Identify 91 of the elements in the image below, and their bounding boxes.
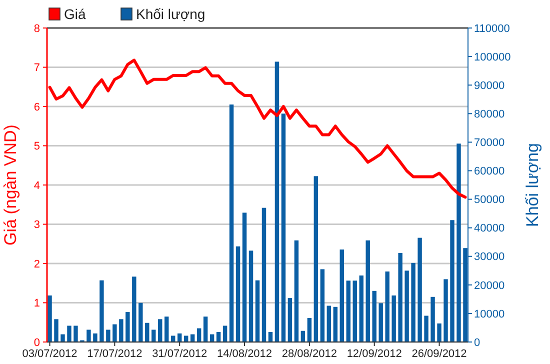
bar	[424, 316, 428, 342]
bar	[203, 316, 208, 342]
bar	[320, 269, 325, 342]
y2-axis-title: Khối lượng	[523, 143, 542, 227]
bar	[170, 336, 176, 342]
bar	[430, 296, 435, 342]
y2-tick-label: 0	[474, 336, 480, 349]
bar	[112, 324, 117, 342]
bar	[248, 250, 254, 342]
bar	[404, 270, 409, 342]
bar	[314, 176, 318, 342]
bar	[60, 334, 65, 342]
bar	[67, 326, 72, 342]
bar	[242, 212, 247, 342]
y2-tick-label: 20000	[474, 280, 505, 292]
y-axis-title: Giá (ngàn VND)	[1, 124, 20, 246]
bar	[366, 240, 370, 342]
bar	[450, 220, 454, 342]
x-tick-label: 12/09/2012	[346, 348, 402, 360]
bar	[307, 318, 312, 342]
bar	[132, 276, 136, 342]
bar	[340, 250, 344, 342]
bar	[222, 326, 228, 342]
y-tick-label: 1	[34, 298, 40, 310]
y2-tick-label: 40000	[474, 222, 505, 235]
bar	[418, 238, 422, 342]
bar	[262, 208, 266, 342]
bar	[100, 280, 104, 342]
bar	[106, 330, 110, 342]
y2-tick-label: 100000	[474, 51, 511, 64]
bar	[184, 336, 188, 342]
y-tick-label: 7	[34, 62, 40, 74]
bar	[456, 144, 461, 342]
bar	[158, 319, 162, 342]
bar	[126, 312, 130, 342]
bar	[281, 114, 286, 342]
bar	[326, 306, 332, 342]
x-tick-label: 03/07/2012	[22, 348, 78, 360]
bar	[255, 280, 260, 342]
bar	[444, 279, 448, 342]
bar	[48, 295, 52, 342]
y2-tick-label: 80000	[474, 108, 505, 120]
y-tick-label: 0	[34, 336, 40, 349]
bar	[392, 295, 396, 342]
bar	[74, 326, 78, 342]
y2-tick-label: 30000	[474, 251, 505, 264]
y2-tick-label: 110000	[474, 22, 510, 35]
bar	[93, 333, 98, 342]
y2-tick-label: 10000	[474, 308, 505, 320]
bar	[119, 319, 124, 342]
bar	[346, 280, 350, 342]
y-tick-label: 6	[34, 101, 40, 114]
bar	[236, 246, 240, 342]
bar	[145, 322, 150, 342]
x-tick-label: 14/08/2012	[216, 348, 272, 360]
bar	[152, 330, 156, 342]
y2-tick-label: 50000	[474, 194, 505, 206]
bar	[216, 332, 221, 342]
bar	[385, 271, 390, 342]
bar	[372, 290, 376, 342]
legend-label: Giá	[64, 6, 86, 22]
y2-tick-label: 70000	[474, 137, 505, 150]
y-tick-label: 2	[34, 258, 40, 270]
bar	[352, 280, 357, 342]
legend-label: Khối lượng	[136, 6, 206, 22]
bar	[411, 262, 416, 342]
y-tick-label: 3	[34, 219, 40, 232]
y-tick-label: 4	[34, 180, 40, 192]
bar	[437, 323, 442, 342]
bar	[288, 298, 292, 342]
y2-tick-label: 60000	[474, 166, 505, 178]
bar	[378, 303, 383, 342]
x-tick-label: 17/07/2012	[87, 348, 142, 360]
x-tick-label: 28/08/2012	[282, 348, 337, 360]
x-tick-label: 26/09/2012	[412, 348, 467, 360]
y-tick-label: 5	[34, 140, 40, 153]
bar	[359, 275, 364, 342]
y2-tick-label: 90000	[474, 80, 505, 92]
x-tick-label: 31/07/2012	[152, 348, 208, 360]
bar	[333, 306, 338, 342]
bar	[398, 252, 402, 342]
bar	[274, 62, 280, 342]
bar	[86, 330, 91, 342]
bar	[196, 328, 202, 342]
bar	[138, 302, 143, 342]
y-tick-label: 8	[34, 22, 40, 35]
bar	[54, 319, 58, 342]
bar	[229, 104, 234, 342]
bar	[164, 316, 169, 342]
bar	[294, 240, 299, 342]
bar	[268, 332, 273, 342]
